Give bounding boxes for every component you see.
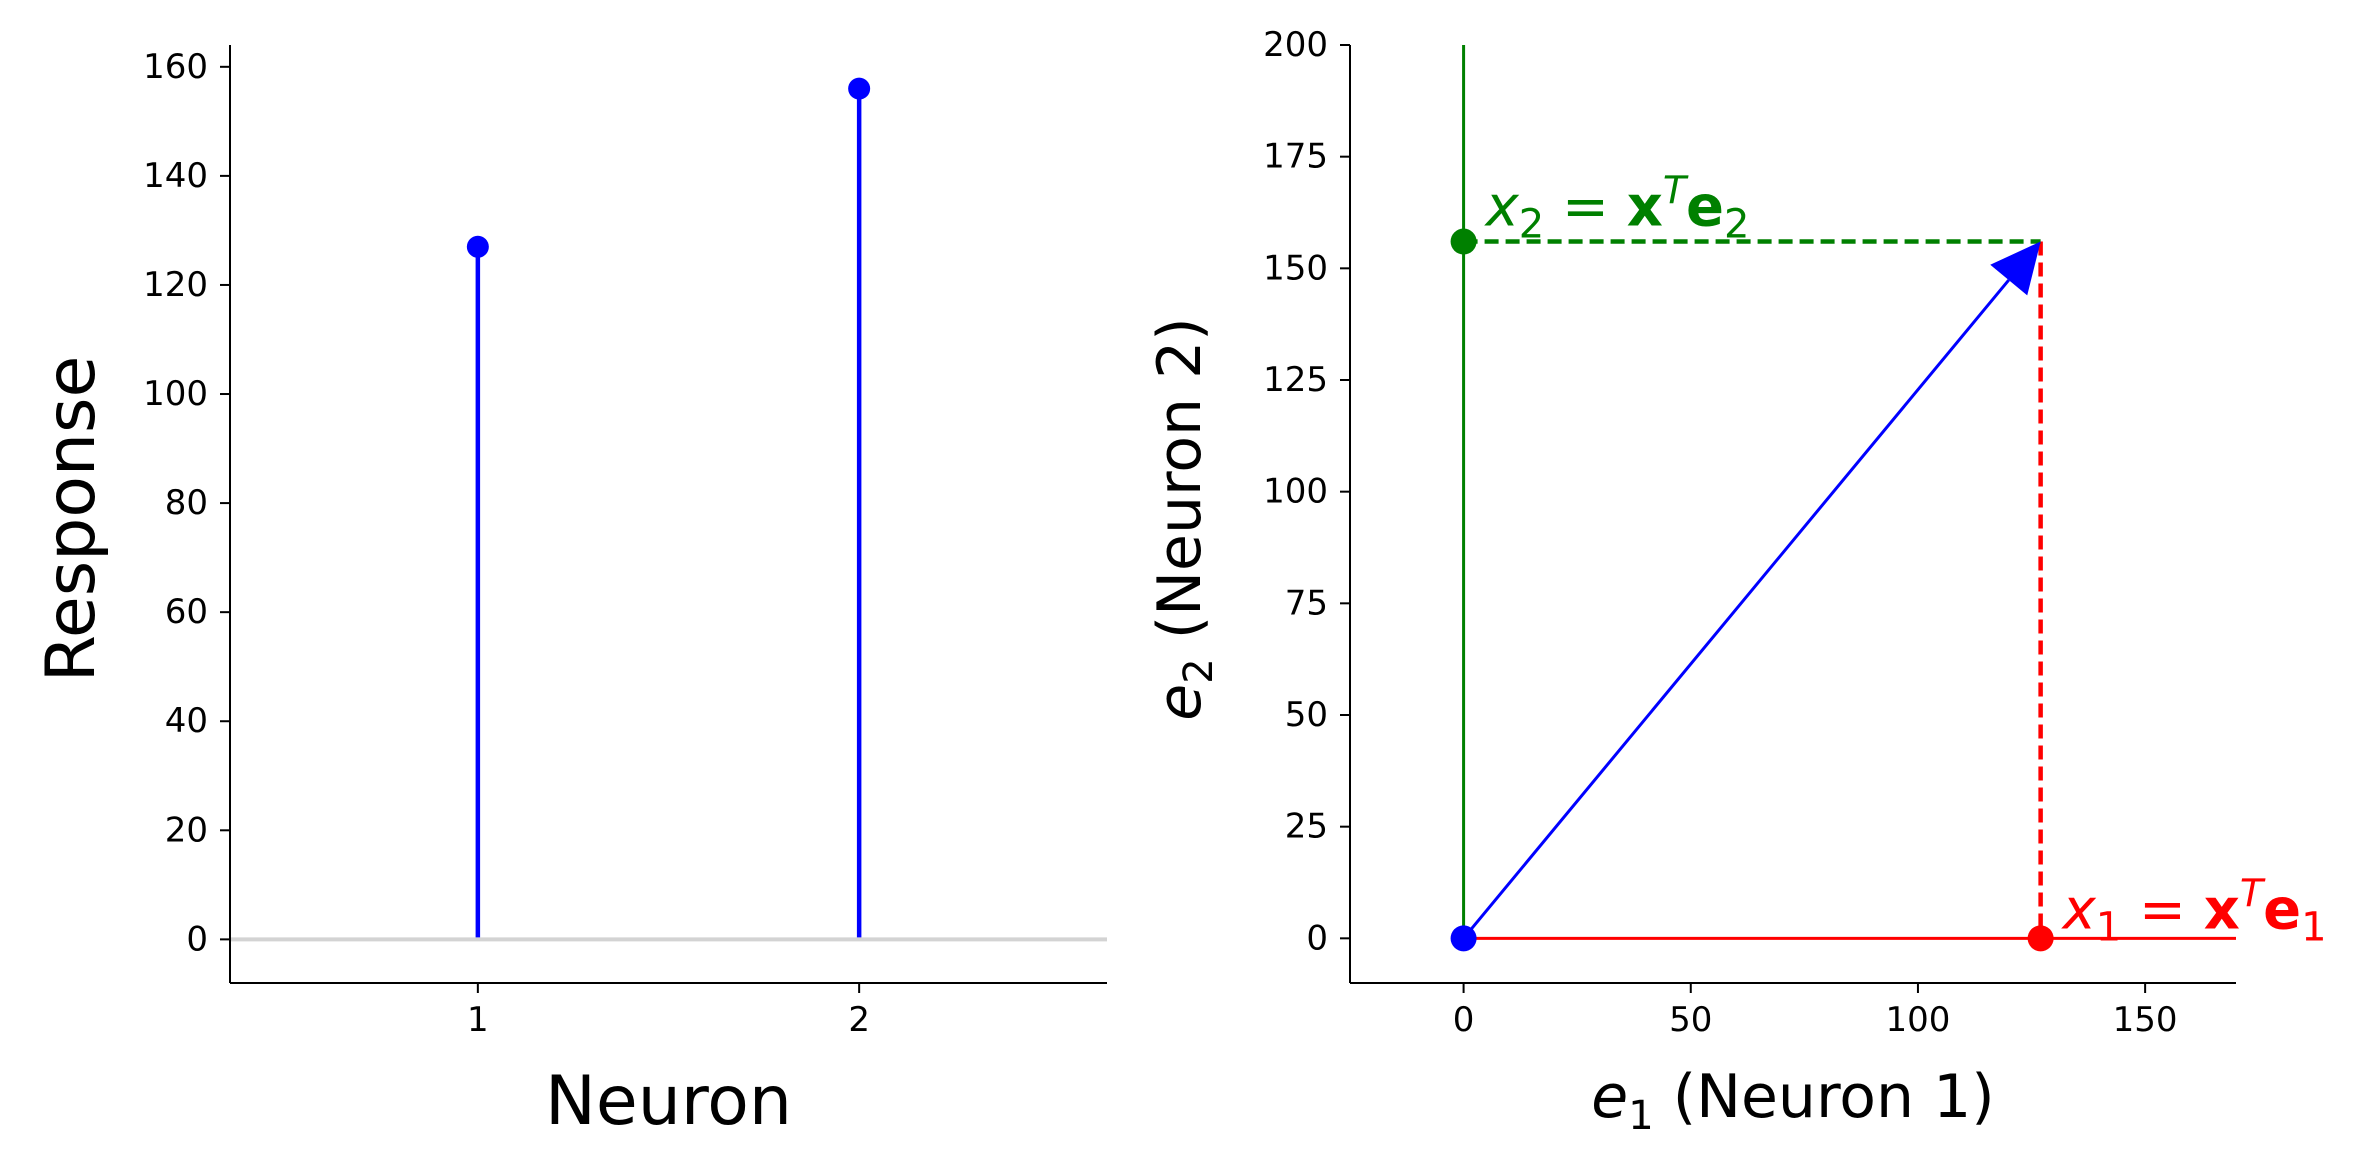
x1-annotation: x1 = xTe1 bbox=[2061, 871, 2327, 950]
y-tick-label: 100 bbox=[1263, 472, 1328, 512]
x-tick-label: 150 bbox=[2113, 1000, 2178, 1040]
x1-projection-point bbox=[2027, 925, 2054, 952]
y-axis-label: Response bbox=[32, 356, 111, 683]
x1-annotation-bold2: e bbox=[2263, 877, 2301, 942]
y-axis-label-symbol: e bbox=[1145, 684, 1215, 721]
y-tick-label: 140 bbox=[143, 156, 208, 196]
y-tick-label: 40 bbox=[165, 701, 208, 741]
origin-point bbox=[1450, 925, 1477, 952]
x-axis-label-subscript: 1 bbox=[1628, 1093, 1653, 1139]
x-tick-label: 2 bbox=[848, 1000, 870, 1040]
y-tick-label: 200 bbox=[1263, 25, 1328, 65]
x-axis-label-text: (Neuron 1) bbox=[1654, 1062, 1995, 1132]
x-axis-label: Neuron bbox=[545, 1062, 792, 1141]
x2-annotation-var: x bbox=[1484, 175, 1520, 240]
y-tick-label: 50 bbox=[1285, 695, 1328, 735]
y-tick-label: 20 bbox=[165, 810, 208, 850]
x2-annotation-eq: = bbox=[1544, 175, 1627, 240]
x2-annotation-sub2: 2 bbox=[1724, 202, 1749, 248]
x2-annotation-bold: x bbox=[1627, 175, 1663, 240]
x-tick-label: 0 bbox=[1453, 1000, 1475, 1040]
x-tick-label: 50 bbox=[1669, 1000, 1712, 1040]
y-tick-label: 120 bbox=[143, 265, 208, 305]
stem-marker-2 bbox=[848, 77, 871, 100]
y-tick-label: 175 bbox=[1263, 137, 1328, 177]
y-axis-label: e2 (Neuron 2) bbox=[1145, 317, 1222, 720]
x1-annotation-sub2: 1 bbox=[2301, 904, 2326, 950]
x2-projection-point bbox=[1450, 228, 1477, 255]
left-panel-stem-chart: 0 20 40 60 80 100 120 140 160 1 2 Neuron Response bbox=[32, 45, 1107, 1141]
y-tick-label: 0 bbox=[1306, 918, 1328, 958]
vector-arrow-head bbox=[1990, 241, 2041, 296]
stem-marker-1 bbox=[466, 235, 489, 258]
x1-annotation-var: x bbox=[2061, 877, 2097, 942]
y-tick-label: 80 bbox=[165, 483, 208, 523]
x2-annotation-bold2: e bbox=[1686, 175, 1724, 240]
x2-annotation-sup: T bbox=[1663, 169, 1689, 213]
y-tick-label: 25 bbox=[1285, 807, 1328, 847]
x1-annotation-sup: T bbox=[2240, 871, 2266, 915]
x-tick-label: 1 bbox=[467, 1000, 489, 1040]
x-tick-label: 100 bbox=[1885, 1000, 1950, 1040]
x1-annotation-sub: 1 bbox=[2096, 904, 2121, 950]
x2-annotation: x2 = xTe2 bbox=[1484, 169, 1750, 248]
y-tick-label: 0 bbox=[186, 919, 208, 959]
y-tick-label: 125 bbox=[1263, 360, 1328, 400]
x1-annotation-eq: = bbox=[2121, 877, 2204, 942]
x1-annotation-bold: x bbox=[2204, 877, 2240, 942]
x2-annotation-sub: 2 bbox=[1519, 202, 1544, 248]
y-axis-label-text: (Neuron 2) bbox=[1145, 317, 1215, 658]
y-axis-label-subscript: 2 bbox=[1176, 658, 1222, 683]
y-tick-label: 100 bbox=[143, 374, 208, 414]
y-tick-label: 60 bbox=[165, 592, 208, 632]
y-tick-label: 150 bbox=[1263, 248, 1328, 288]
y-tick-label: 75 bbox=[1285, 583, 1328, 623]
y-tick-label: 160 bbox=[143, 47, 208, 87]
x-axis-label: e1 (Neuron 1) bbox=[1591, 1062, 1994, 1139]
x-axis-label-symbol: e bbox=[1591, 1062, 1628, 1132]
vector-arrow-shaft bbox=[1462, 279, 2010, 940]
